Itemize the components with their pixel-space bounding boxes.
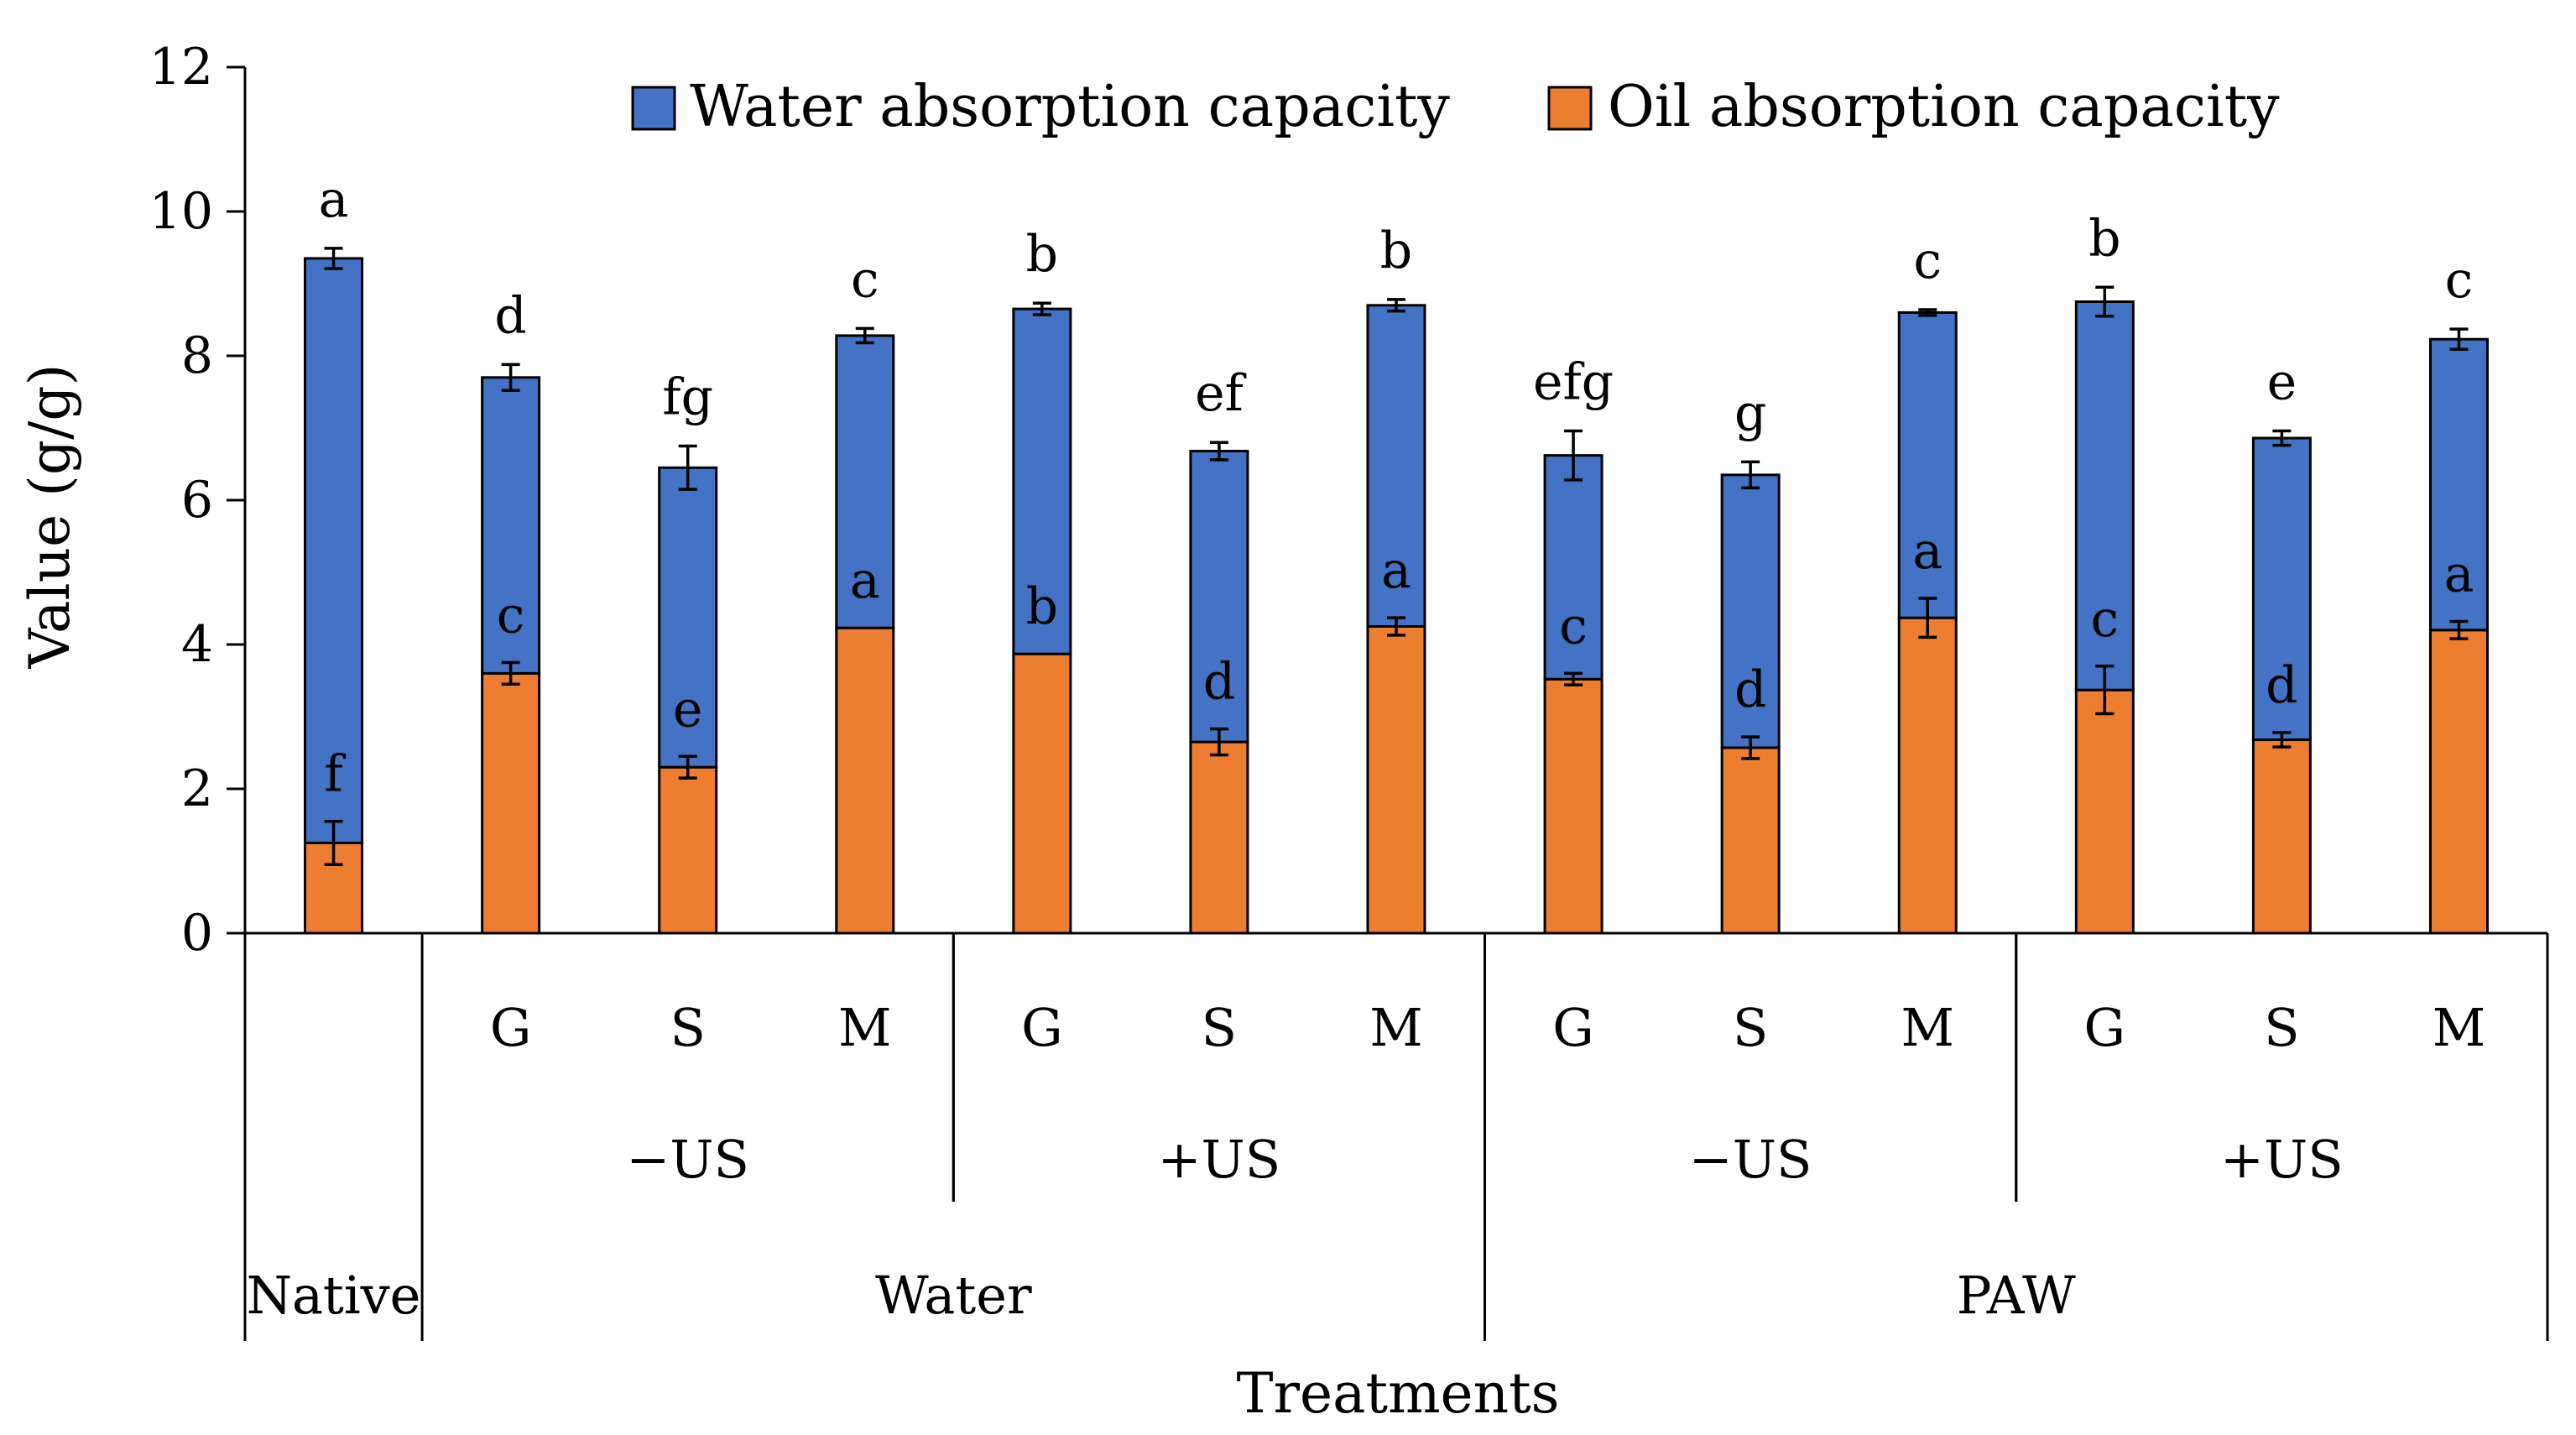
oil-significance-letter: d bbox=[2266, 656, 2297, 715]
y-tick-label: 10 bbox=[149, 182, 213, 241]
bar-oil bbox=[1189, 740, 1249, 935]
bar-oil bbox=[658, 765, 718, 935]
legend-label-oil: Oil absorption capacity bbox=[1608, 74, 2280, 140]
bar-oil bbox=[2074, 688, 2135, 935]
water-significance-letter: b bbox=[2088, 209, 2120, 268]
x-category-label: G bbox=[2084, 997, 2126, 1058]
water-significance-letter: c bbox=[851, 250, 879, 309]
bar-oil bbox=[1012, 652, 1072, 935]
x-category-label: M bbox=[1369, 997, 1422, 1058]
x-category-label: S bbox=[1202, 997, 1237, 1058]
water-significance-letter: g bbox=[1734, 384, 1766, 442]
oil-significance-letter: a bbox=[1912, 522, 1942, 581]
water-significance-letter: e bbox=[2267, 352, 2297, 411]
bar-water bbox=[481, 376, 541, 675]
oil-significance-letter: c bbox=[1559, 597, 1588, 655]
bar-water bbox=[2251, 436, 2312, 742]
oil-significance-letter: c bbox=[497, 587, 525, 645]
water-significance-letter: efg bbox=[1533, 352, 1614, 411]
oil-significance-letter: c bbox=[2091, 590, 2120, 649]
x-category-label: M bbox=[838, 997, 891, 1058]
oil-significance-letter: d bbox=[1734, 660, 1766, 719]
labels-layer: G S M G S M G S M G S M −US +US −US +US Native Water PAW f a… bbox=[247, 170, 2486, 1326]
oil-significance-letter: b bbox=[1026, 577, 1058, 636]
x-group-label: +US bbox=[1158, 1129, 1281, 1190]
water-significance-letter: ef bbox=[1195, 364, 1247, 423]
x-group-label: +US bbox=[2220, 1129, 2344, 1190]
y-tick-label: 12 bbox=[149, 38, 213, 97]
oil-significance-letter: d bbox=[1203, 653, 1235, 712]
legend: Water absorption capacity Oil absorption… bbox=[631, 74, 2280, 140]
x-supergroup-label: Native bbox=[247, 1265, 421, 1326]
x-category-label: M bbox=[1901, 997, 1953, 1058]
oil-significance-letter: e bbox=[673, 680, 703, 738]
bar-water bbox=[1897, 310, 1958, 619]
y-tick-label: 6 bbox=[181, 471, 213, 530]
x-category-label: G bbox=[1021, 997, 1063, 1058]
bar-water bbox=[1012, 307, 1072, 655]
bar-water bbox=[835, 334, 895, 629]
water-significance-letter: b bbox=[1380, 222, 1412, 280]
oil-significance-letter: f bbox=[324, 745, 346, 804]
bar-water bbox=[1543, 454, 1603, 681]
water-significance-letter: c bbox=[2445, 251, 2474, 310]
x-native-label: Native bbox=[247, 1265, 421, 1326]
bar-water bbox=[2074, 300, 2135, 691]
water-significance-letter: a bbox=[319, 170, 349, 229]
oil-significance-letter: a bbox=[2444, 545, 2474, 603]
water-significance-letter: c bbox=[1913, 232, 1942, 290]
x-category-label: M bbox=[2433, 997, 2485, 1058]
bar-oil bbox=[1366, 625, 1426, 935]
x-group-label: −US bbox=[1689, 1129, 1812, 1190]
y-tick-label: 8 bbox=[181, 326, 213, 385]
y-tick-label: 2 bbox=[181, 759, 213, 818]
bar-oil bbox=[1720, 746, 1781, 935]
y-axis-title: Value (g/g) bbox=[18, 364, 82, 670]
x-category-label: G bbox=[490, 997, 532, 1058]
legend-swatch-water bbox=[631, 86, 676, 131]
x-axis-title: Treatments bbox=[1236, 1361, 1559, 1426]
x-group-label: −US bbox=[626, 1129, 749, 1190]
x-category-label: G bbox=[1552, 997, 1594, 1058]
x-supergroup-label: Water bbox=[875, 1265, 1032, 1326]
bar-oil bbox=[2428, 629, 2489, 935]
bar-oil bbox=[1897, 616, 1958, 935]
x-supergroup-label: PAW bbox=[1957, 1265, 2076, 1326]
bars-layer bbox=[304, 247, 2489, 935]
y-tick-label: 4 bbox=[181, 615, 213, 674]
bar-oil bbox=[835, 626, 895, 935]
legend-swatch-oil bbox=[1547, 86, 1593, 131]
legend-label-water: Water absorption capacity bbox=[690, 74, 1450, 140]
oil-significance-letter: a bbox=[1381, 541, 1411, 600]
water-significance-letter: d bbox=[494, 286, 526, 345]
bar-water bbox=[1366, 304, 1426, 628]
bar-oil bbox=[481, 671, 541, 935]
bar-water bbox=[2428, 337, 2489, 632]
oil-significance-letter: a bbox=[850, 551, 880, 610]
y-tick-label: 0 bbox=[181, 904, 213, 963]
water-significance-letter: fg bbox=[662, 368, 713, 427]
bar-water bbox=[658, 466, 718, 769]
x-category-label: S bbox=[1733, 997, 1768, 1058]
x-category-label: S bbox=[670, 997, 705, 1058]
bar-oil bbox=[2251, 738, 2312, 935]
x-category-label: S bbox=[2264, 997, 2299, 1058]
water-significance-letter: b bbox=[1026, 225, 1058, 284]
bar-oil bbox=[1543, 677, 1603, 935]
bar-water bbox=[304, 257, 364, 844]
